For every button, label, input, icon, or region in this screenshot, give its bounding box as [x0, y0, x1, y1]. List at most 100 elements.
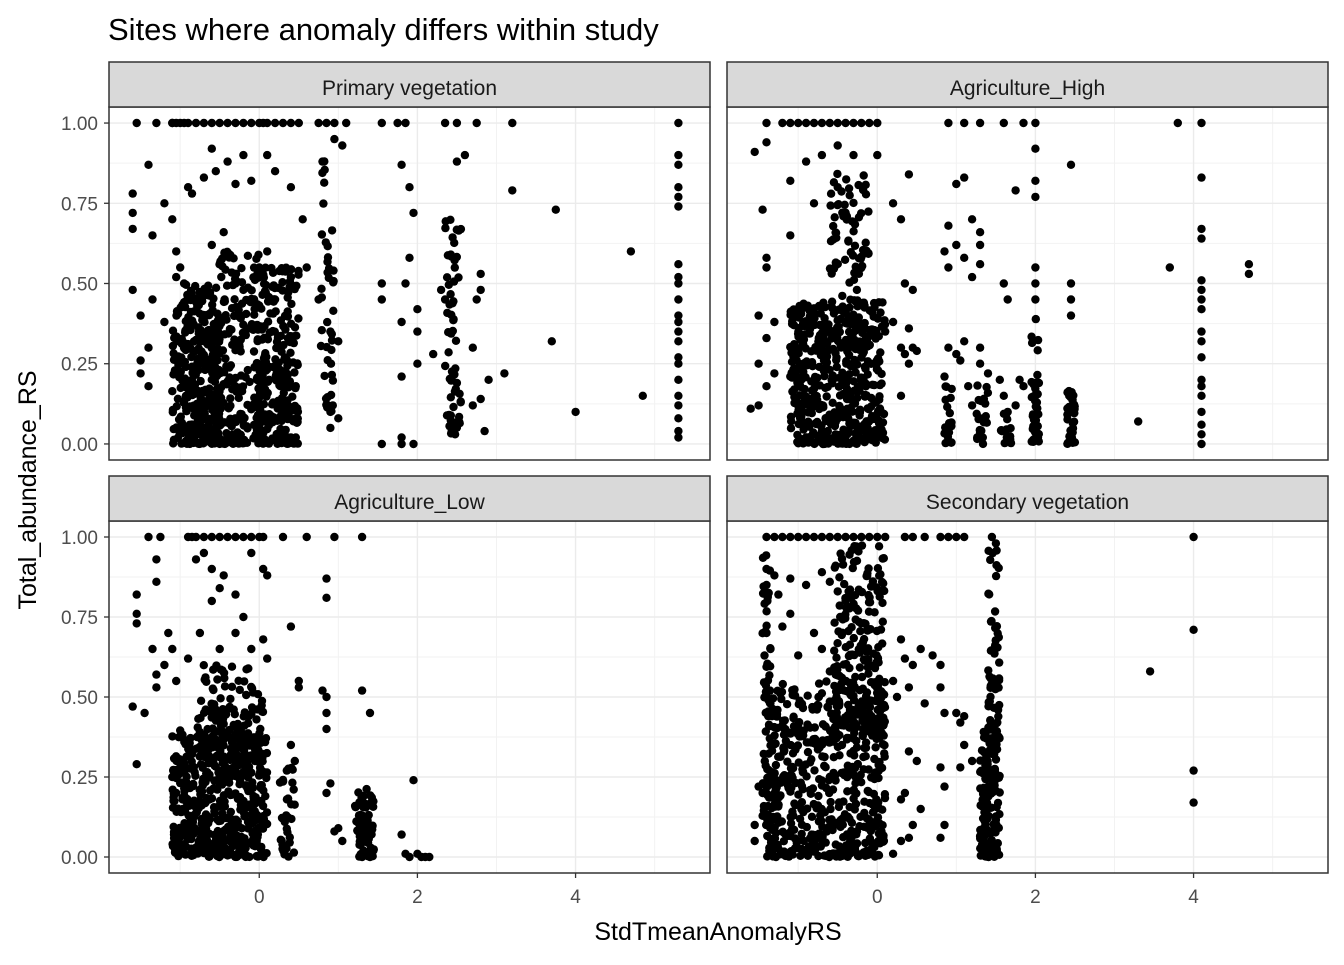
data-point	[393, 118, 402, 128]
data-point	[874, 432, 883, 441]
data-point	[964, 382, 973, 391]
data-point	[674, 311, 683, 320]
data-point	[247, 644, 256, 654]
data-point	[226, 734, 235, 743]
data-point	[144, 160, 153, 169]
data-point	[1027, 437, 1036, 446]
data-point	[638, 391, 647, 400]
data-point	[201, 430, 210, 440]
data-point	[985, 590, 994, 599]
data-point	[1064, 406, 1074, 415]
data-point	[211, 167, 220, 176]
data-point	[1031, 314, 1041, 324]
data-point	[261, 288, 270, 297]
data-point	[260, 333, 269, 342]
data-point	[156, 532, 165, 542]
data-point	[863, 713, 872, 723]
data-point	[207, 794, 217, 803]
data-point	[762, 138, 771, 147]
data-point	[278, 775, 288, 785]
data-point	[866, 582, 876, 591]
data-point	[201, 817, 210, 826]
data-point	[183, 183, 193, 192]
data-point	[193, 386, 202, 396]
data-point	[239, 439, 248, 448]
data-point	[1031, 144, 1040, 153]
data-point	[809, 376, 819, 385]
data-point	[357, 686, 367, 695]
data-point	[865, 118, 874, 128]
data-point	[797, 375, 806, 384]
data-point	[327, 370, 337, 380]
data-point	[770, 369, 779, 378]
data-point	[212, 404, 221, 413]
data-point	[243, 365, 252, 375]
data-point	[817, 426, 827, 435]
data-point	[182, 296, 191, 305]
data-point	[788, 343, 797, 353]
data-point	[1011, 186, 1020, 195]
data-point	[786, 609, 795, 618]
data-point	[169, 822, 178, 831]
data-point	[794, 327, 803, 336]
data-point	[196, 376, 205, 386]
data-point	[195, 628, 205, 638]
facet-strip	[108, 475, 711, 522]
data-point	[322, 593, 331, 602]
data-point	[985, 672, 994, 681]
data-point	[136, 356, 145, 365]
data-point	[230, 274, 240, 284]
data-point	[247, 751, 256, 760]
data-point	[830, 710, 839, 719]
data-point	[864, 207, 873, 216]
data-point	[251, 744, 260, 754]
data-point	[226, 694, 235, 704]
data-point	[841, 380, 850, 390]
data-point	[132, 609, 141, 618]
data-point	[770, 769, 779, 778]
data-point	[283, 312, 293, 321]
data-point	[1031, 176, 1040, 185]
data-point	[148, 295, 157, 304]
data-point	[796, 382, 805, 392]
data-point	[180, 786, 189, 796]
data-point	[952, 179, 961, 189]
data-point	[674, 150, 683, 160]
data-point	[1189, 798, 1198, 807]
data-point	[861, 238, 870, 247]
data-point	[253, 335, 262, 344]
data-point	[243, 251, 253, 260]
data-point	[842, 175, 851, 184]
data-point	[255, 301, 264, 310]
data-point	[944, 532, 953, 542]
data-point	[817, 118, 827, 128]
data-point	[852, 604, 861, 613]
data-point	[322, 574, 331, 583]
data-point	[863, 425, 872, 434]
data-point	[286, 183, 296, 192]
data-point	[279, 321, 288, 331]
data-point	[848, 786, 857, 795]
data-point	[215, 584, 224, 593]
data-point	[223, 157, 232, 166]
data-point	[761, 681, 771, 690]
data-point	[856, 405, 865, 414]
data-point	[880, 320, 890, 329]
data-point	[231, 179, 240, 189]
data-point	[875, 395, 884, 404]
data-point	[801, 532, 811, 542]
data-point	[270, 167, 280, 176]
data-point	[355, 816, 365, 825]
data-point	[762, 607, 771, 616]
data-point	[237, 264, 246, 273]
data-point	[476, 394, 485, 404]
data-point	[979, 733, 989, 742]
data-point	[1173, 118, 1183, 128]
data-point	[766, 741, 775, 750]
data-point	[160, 199, 169, 208]
x-tick-label: 4	[570, 887, 581, 908]
data-point	[263, 571, 272, 580]
data-point	[870, 754, 879, 764]
data-point	[853, 774, 862, 784]
data-point	[322, 724, 331, 734]
